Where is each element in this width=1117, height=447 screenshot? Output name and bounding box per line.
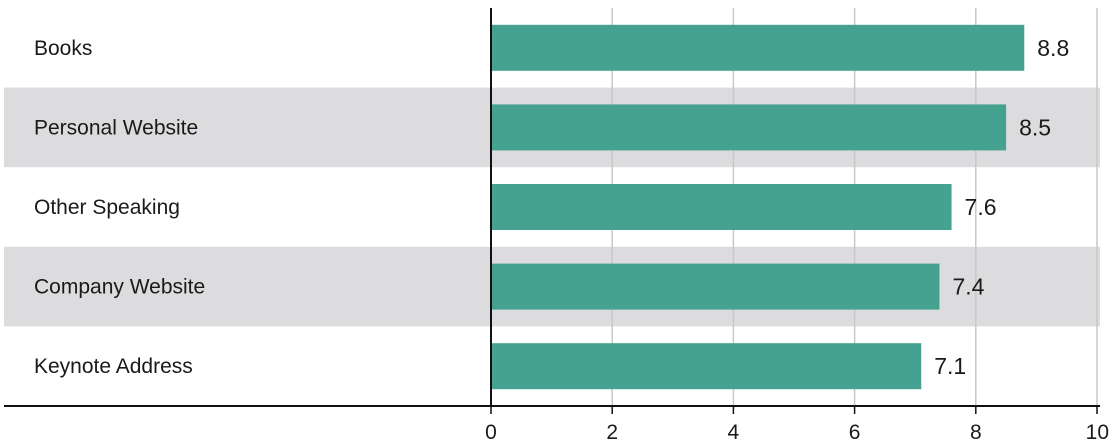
bar [491, 104, 1007, 151]
x-tick-label: 0 [485, 421, 497, 444]
value-labels: 8.8 8.5 7.6 7.4 7.1 [934, 35, 1069, 379]
x-tick-label: 10 [1086, 421, 1109, 444]
bar [491, 24, 1025, 71]
bars [491, 24, 1025, 390]
bar [491, 263, 940, 310]
category-label: Keynote Address [34, 355, 193, 378]
bar [491, 184, 952, 230]
category-label: Books [34, 37, 92, 60]
category-label: Personal Website [34, 116, 198, 139]
axes [4, 8, 1100, 414]
value-label: 7.4 [952, 274, 984, 300]
x-tick-labels: 0 2 4 6 8 10 [485, 421, 1109, 444]
category-labels: Books Personal Website Other Speaking Compa… [34, 37, 205, 378]
value-label: 8.5 [1019, 114, 1051, 140]
value-label: 8.8 [1037, 35, 1069, 61]
category-label: Company Website [34, 276, 205, 299]
x-tick-label: 6 [849, 421, 861, 444]
x-tick-label: 8 [970, 421, 982, 444]
x-tick-label: 4 [728, 421, 740, 444]
value-label: 7.1 [934, 353, 966, 379]
value-label: 7.6 [965, 194, 997, 220]
category-label: Other Speaking [34, 196, 180, 219]
bar [491, 343, 922, 390]
x-tick-label: 2 [606, 421, 618, 444]
